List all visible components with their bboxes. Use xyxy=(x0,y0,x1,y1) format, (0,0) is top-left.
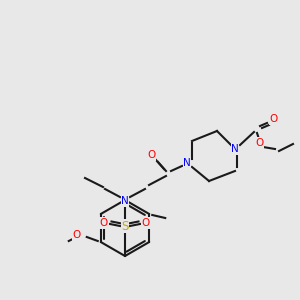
Text: O: O xyxy=(270,114,278,124)
Text: N: N xyxy=(231,144,239,154)
Text: O: O xyxy=(100,218,108,228)
Text: N: N xyxy=(183,158,191,168)
Text: N: N xyxy=(121,196,129,206)
Text: O: O xyxy=(142,218,150,228)
Text: O: O xyxy=(73,230,81,240)
Text: O: O xyxy=(255,138,263,148)
Text: O: O xyxy=(147,150,155,160)
Text: S: S xyxy=(121,220,129,232)
